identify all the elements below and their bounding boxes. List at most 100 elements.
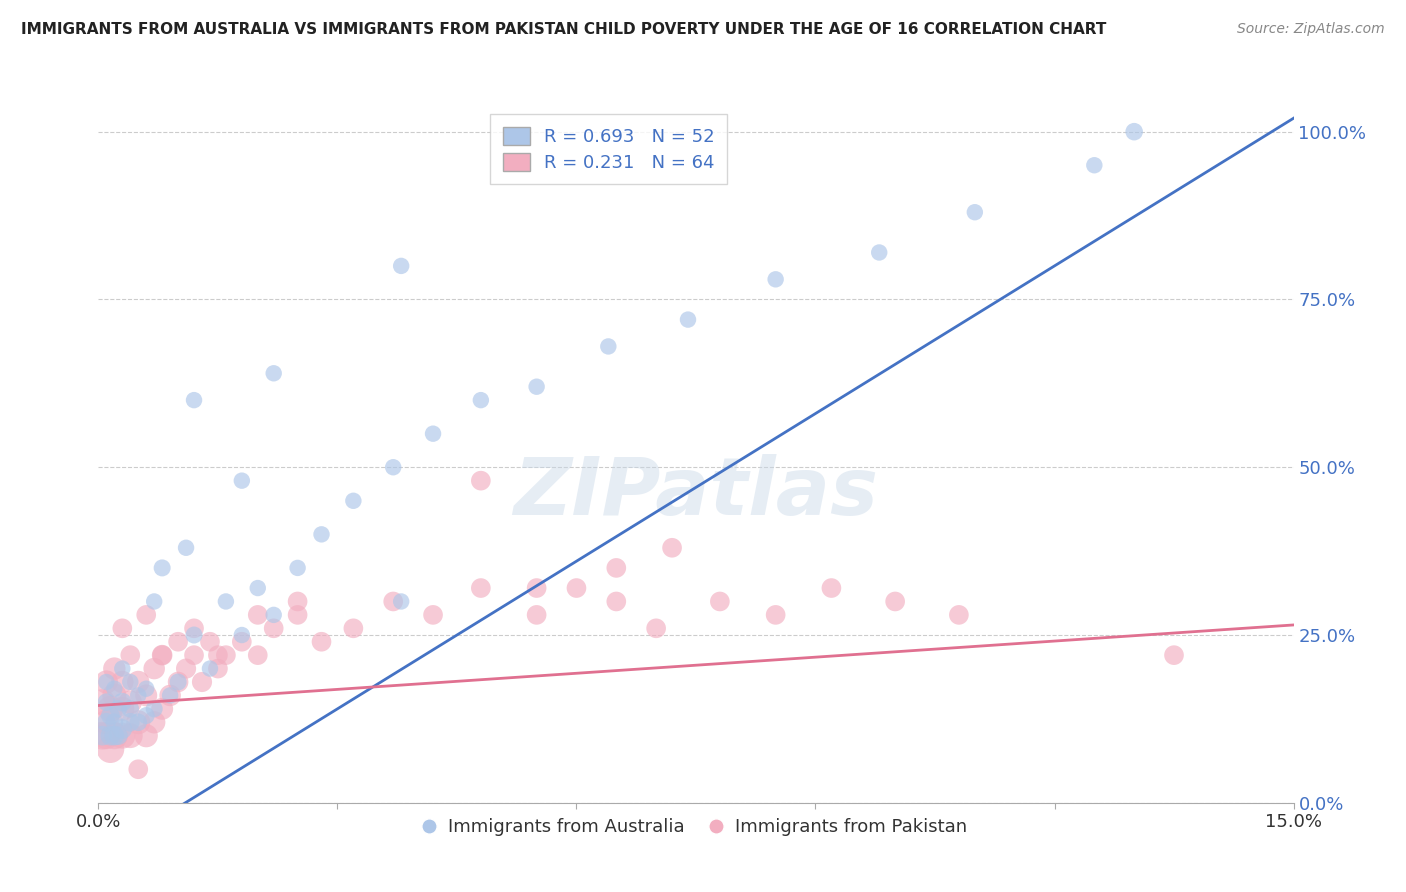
- Point: [150, 648, 173, 662]
- Point: [645, 621, 668, 635]
- Point: [422, 607, 444, 622]
- Text: ZIPatlas: ZIPatlas: [513, 454, 879, 532]
- Point: [111, 729, 134, 743]
- Point: [96, 675, 118, 690]
- Point: [167, 675, 190, 690]
- Point: [167, 634, 190, 648]
- Point: [470, 581, 492, 595]
- Point: [183, 648, 205, 662]
- Point: [470, 474, 492, 488]
- Point: [342, 493, 364, 508]
- Point: [215, 648, 238, 662]
- Point: [103, 729, 125, 743]
- Point: [207, 662, 229, 676]
- Point: [120, 675, 142, 690]
- Point: [167, 675, 190, 690]
- Point: [246, 581, 269, 595]
- Point: [963, 205, 986, 219]
- Point: [120, 715, 142, 730]
- Point: [127, 715, 149, 730]
- Point: [342, 621, 364, 635]
- Point: [605, 561, 627, 575]
- Point: [605, 594, 627, 608]
- Point: [96, 729, 118, 743]
- Point: [96, 675, 118, 690]
- Point: [1083, 158, 1105, 172]
- Point: [709, 594, 731, 608]
- Point: [263, 366, 285, 380]
- Point: [143, 662, 166, 676]
- Point: [150, 648, 173, 662]
- Point: [96, 695, 118, 709]
- Point: [661, 541, 683, 555]
- Point: [470, 393, 492, 408]
- Point: [91, 695, 114, 709]
- Point: [159, 689, 181, 703]
- Point: [143, 715, 166, 730]
- Point: [526, 581, 548, 595]
- Point: [103, 715, 125, 730]
- Point: [263, 607, 285, 622]
- Point: [676, 312, 699, 326]
- Point: [183, 621, 205, 635]
- Point: [389, 594, 412, 608]
- Point: [111, 662, 134, 676]
- Point: [127, 689, 149, 703]
- Point: [96, 715, 118, 730]
- Point: [183, 628, 205, 642]
- Point: [111, 695, 134, 709]
- Point: [120, 702, 142, 716]
- Point: [246, 607, 269, 622]
- Point: [174, 541, 197, 555]
- Point: [103, 681, 125, 696]
- Legend: Immigrants from Australia, Immigrants from Pakistan: Immigrants from Australia, Immigrants fr…: [418, 811, 974, 843]
- Point: [526, 380, 548, 394]
- Point: [207, 648, 229, 662]
- Point: [868, 245, 890, 260]
- Point: [103, 662, 125, 676]
- Point: [135, 689, 157, 703]
- Point: [765, 272, 787, 286]
- Point: [98, 729, 122, 743]
- Point: [389, 259, 412, 273]
- Point: [598, 339, 620, 353]
- Point: [183, 393, 205, 408]
- Point: [98, 742, 122, 756]
- Point: [120, 729, 142, 743]
- Point: [91, 729, 114, 743]
- Point: [565, 581, 588, 595]
- Point: [311, 527, 333, 541]
- Point: [820, 581, 842, 595]
- Point: [111, 621, 134, 635]
- Point: [103, 689, 125, 703]
- Point: [91, 729, 114, 743]
- Point: [150, 561, 173, 575]
- Point: [198, 662, 221, 676]
- Point: [311, 634, 333, 648]
- Point: [382, 460, 405, 475]
- Point: [191, 675, 214, 690]
- Point: [382, 594, 405, 608]
- Point: [231, 634, 253, 648]
- Point: [422, 426, 444, 441]
- Point: [159, 689, 181, 703]
- Point: [231, 628, 253, 642]
- Point: [127, 675, 149, 690]
- Point: [287, 594, 309, 608]
- Point: [120, 648, 142, 662]
- Point: [948, 607, 970, 622]
- Point: [127, 762, 149, 776]
- Point: [287, 561, 309, 575]
- Point: [143, 594, 166, 608]
- Point: [103, 729, 125, 743]
- Point: [1123, 125, 1146, 139]
- Text: Source: ZipAtlas.com: Source: ZipAtlas.com: [1237, 22, 1385, 37]
- Point: [111, 675, 134, 690]
- Point: [111, 702, 134, 716]
- Point: [135, 607, 157, 622]
- Point: [98, 708, 122, 723]
- Point: [765, 607, 787, 622]
- Point: [884, 594, 907, 608]
- Point: [98, 702, 122, 716]
- Text: IMMIGRANTS FROM AUSTRALIA VS IMMIGRANTS FROM PAKISTAN CHILD POVERTY UNDER THE AG: IMMIGRANTS FROM AUSTRALIA VS IMMIGRANTS …: [21, 22, 1107, 37]
